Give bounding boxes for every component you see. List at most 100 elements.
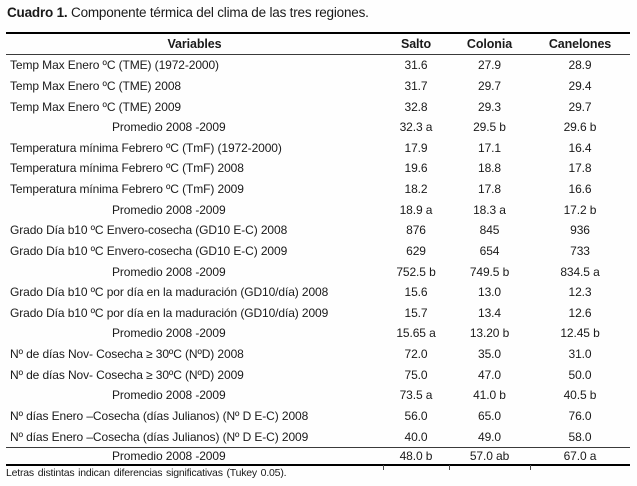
colonia-value-cell: 29.3 — [478, 99, 501, 114]
salto-value-cell: 15.65 a — [396, 326, 436, 341]
canelones-value-cell: 67.0 a — [563, 448, 597, 463]
column-header-colonia: Colonia — [466, 37, 513, 51]
table-row: Promedio 2008 -2009 18.9 a 18.3 a 17.2 b — [6, 199, 630, 220]
column-header-canelones: Canelones — [548, 37, 612, 51]
colonia-value-cell: 17.1 — [478, 140, 501, 155]
variable-cell: Grado Día b10 ºC Envero-cosecha (GD10 E-… — [10, 223, 288, 238]
colonia-value-cell: 13.0 — [478, 285, 501, 300]
canelones-value-cell: 28.9 — [568, 58, 592, 73]
canelones-value-cell: 16.6 — [568, 182, 592, 197]
salto-value-cell: 32.8 — [404, 99, 428, 114]
variable-cell: Temp Max Enero ºC (TME) 2008 — [10, 78, 181, 93]
salto-value-cell: 40.0 — [404, 429, 428, 444]
salto-value-cell: 17.9 — [404, 140, 428, 155]
salto-value-cell: 73.5 a — [399, 388, 433, 403]
table-row: Promedio 2008 -2009 48.0 b 57.0 ab 67.0 … — [6, 446, 630, 464]
salto-value-cell: 48.0 b — [399, 448, 433, 463]
salto-value-cell: 629 — [406, 243, 426, 258]
canelones-value-cell: 29.6 b — [563, 120, 597, 135]
climate-table: Variables Salto Colonia Canelones Temp M… — [6, 32, 630, 466]
colonia-value-cell: 749.5 b — [469, 264, 510, 279]
variable-cell: Grado Día b10 ºC por día en la maduració… — [10, 305, 329, 320]
table-row: Nº días Enero –Cosecha (días Julianos) (… — [6, 426, 630, 447]
variable-cell: Nº de días Nov- Cosecha ≥ 30ºC (NºD) 200… — [10, 347, 244, 362]
table-row: Promedio 2008 -2009 73.5 a 41.0 b 40.5 b — [6, 385, 630, 406]
salto-value-cell: 32.3 a — [399, 120, 433, 135]
canelones-value-cell: 40.5 b — [563, 388, 597, 403]
canelones-value-cell: 936 — [570, 223, 590, 238]
canelones-value-cell: 834.5 a — [560, 264, 600, 279]
colonia-value-cell: 13.20 b — [469, 326, 510, 341]
salto-value-cell: 752.5 b — [396, 264, 436, 279]
salto-value-cell: 31.6 — [404, 58, 428, 73]
table-row: Temperatura mínima Febrero ºC (TmF) (197… — [6, 138, 630, 159]
canelones-value-cell: 31.0 — [568, 347, 592, 362]
table-row: Promedio 2008 -2009 32.3 a 29.5 b 29.6 b — [6, 117, 630, 138]
salto-value-cell: 75.0 — [404, 367, 428, 382]
column-header-salto: Salto — [400, 37, 432, 51]
table-caption-text: Componente térmica del clima de las tres… — [71, 5, 369, 20]
variable-cell: Grado Día b10 ºC por día en la maduració… — [10, 285, 329, 300]
colonia-value-cell: 27.9 — [478, 58, 501, 73]
table-row: Grado Día b10 ºC por día en la maduració… — [6, 303, 630, 324]
colonia-value-cell: 49.0 — [478, 429, 501, 444]
column-divider-tick — [530, 465, 531, 470]
table-row: Grado Día b10 ºC Envero-cosecha (GD10 E-… — [6, 241, 630, 262]
canelones-value-cell: 29.4 — [568, 78, 592, 93]
colonia-value-cell: 65.0 — [478, 408, 501, 423]
canelones-value-cell: 50.0 — [568, 367, 592, 382]
colonia-value-cell: 35.0 — [478, 347, 501, 362]
table-row: Temp Max Enero ºC (TME) (1972-2000) 31.6… — [6, 55, 630, 76]
variable-cell: Temperatura mínima Febrero ºC (TmF) 2009 — [10, 182, 244, 197]
variable-cell: Promedio 2008 -2009 — [112, 388, 226, 403]
variable-cell: Promedio 2008 -2009 — [112, 202, 226, 217]
table-row: Promedio 2008 -2009 15.65 a 13.20 b 12.4… — [6, 323, 630, 344]
table-row: Promedio 2008 -2009 752.5 b 749.5 b 834.… — [6, 261, 630, 282]
colonia-value-cell: 29.5 b — [473, 120, 506, 135]
variable-cell: Temp Max Enero ºC (TME) (1972-2000) — [10, 58, 219, 73]
table-row: Temp Max Enero ºC (TME) 2009 32.8 29.3 2… — [6, 96, 630, 117]
colonia-value-cell: 18.3 a — [473, 202, 506, 217]
variable-cell: Promedio 2008 -2009 — [112, 326, 226, 341]
salto-value-cell: 31.7 — [404, 78, 428, 93]
canelones-value-cell: 29.7 — [568, 99, 592, 114]
salto-value-cell: 15.7 — [404, 305, 428, 320]
table-header-row: Variables Salto Colonia Canelones — [6, 34, 630, 55]
variable-cell: Promedio 2008 -2009 — [112, 264, 226, 279]
table-row: Temp Max Enero ºC (TME) 2008 31.7 29.7 2… — [6, 76, 630, 97]
table-caption-number: Cuadro 1. — [7, 5, 68, 20]
salto-value-cell: 56.0 — [404, 408, 428, 423]
table-row: Nº de días Nov- Cosecha ≥ 30ºC (NºD) 200… — [6, 364, 630, 385]
table-row: Temperatura mínima Febrero ºC (TmF) 2009… — [6, 179, 630, 200]
colonia-value-cell: 57.0 ab — [469, 448, 510, 463]
variable-cell: Promedio 2008 -2009 — [112, 448, 226, 463]
column-divider-tick — [449, 465, 450, 470]
canelones-value-cell: 16.4 — [568, 140, 592, 155]
canelones-value-cell: 17.2 b — [563, 202, 597, 217]
colonia-value-cell: 13.4 — [478, 305, 501, 320]
table-row: Grado Día b10 ºC Envero-cosecha (GD10 E-… — [6, 220, 630, 241]
column-divider-tick — [383, 465, 384, 470]
colonia-value-cell: 845 — [479, 223, 500, 238]
colonia-value-cell: 17.8 — [478, 182, 501, 197]
table-footnote: Letras distintas indican diferencias sig… — [6, 467, 287, 479]
canelones-value-cell: 733 — [570, 243, 590, 258]
canelones-value-cell: 12.3 — [568, 285, 592, 300]
variable-cell: Nº días Enero –Cosecha (días Julianos) (… — [10, 429, 309, 444]
variable-cell: Nº de días Nov- Cosecha ≥ 30ºC (NºD) 200… — [10, 367, 244, 382]
salto-value-cell: 72.0 — [404, 347, 428, 362]
canelones-value-cell: 12.6 — [568, 305, 592, 320]
colonia-value-cell: 654 — [479, 243, 500, 258]
salto-value-cell: 18.9 a — [399, 202, 433, 217]
canelones-value-cell: 17.8 — [568, 161, 592, 176]
variable-cell: Grado Día b10 ºC Envero-cosecha (GD10 E-… — [10, 243, 288, 258]
variable-cell: Temperatura mínima Febrero ºC (TmF) 2008 — [10, 161, 244, 176]
colonia-value-cell: 41.0 b — [473, 388, 506, 403]
table-caption: Cuadro 1. Componente térmica del clima d… — [7, 5, 369, 20]
variable-cell: Temp Max Enero ºC (TME) 2009 — [10, 99, 181, 114]
table-row: Grado Día b10 ºC por día en la maduració… — [6, 282, 630, 303]
colonia-value-cell: 29.7 — [478, 78, 501, 93]
variable-cell: Nº días Enero –Cosecha (días Julianos) (… — [10, 408, 309, 423]
table-row: Temperatura mínima Febrero ºC (TmF) 2008… — [6, 158, 630, 179]
